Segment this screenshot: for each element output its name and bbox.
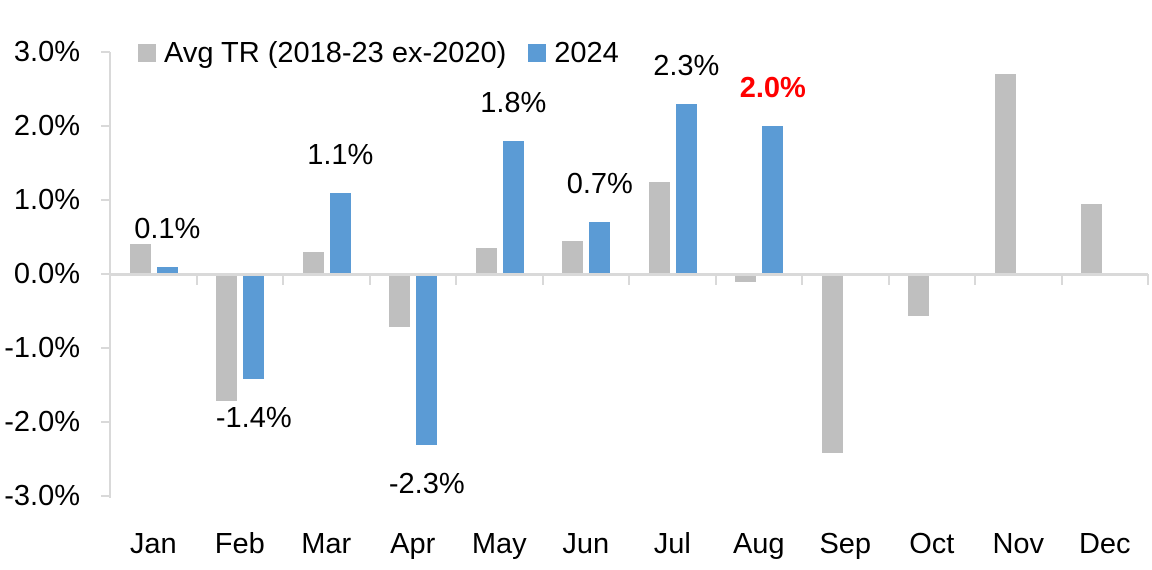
x-axis-label-oct: Oct [909,528,955,560]
bar-2024-jul [675,103,697,274]
bar-2024-jan [156,266,178,274]
bar-2024-mar [329,192,351,274]
y-axis-tick-label: -1.0% [4,332,80,364]
data-label-mar: 1.1% [307,138,374,171]
bar-2024-may [502,140,524,274]
bar-2024-jun [589,222,611,274]
x-axis-label-sep: Sep [819,528,872,560]
bar-avg-jul [648,181,670,274]
y-axis-tick [101,51,110,53]
x-axis-label-feb: Feb [214,528,265,560]
x-axis-label-jan: Jan [129,528,177,560]
y-axis-tick [101,125,110,127]
bar-avg-dec [1081,203,1103,274]
legend-swatch-avg-tr [138,44,156,62]
x-axis-label-jul: Jul [653,528,691,560]
x-axis-tick [1147,274,1149,285]
data-label-jan: 0.1% [134,212,201,245]
x-axis-label-may: May [471,528,527,560]
x-axis-tick [801,274,803,285]
bar-avg-apr [389,275,411,327]
legend: Avg TR (2018-23 ex-2020) 2024 [138,36,619,69]
y-axis-tick [101,273,110,275]
x-axis-tick [455,274,457,285]
y-axis-tick-label: 1.0% [13,184,80,216]
data-label-may: 1.8% [480,86,547,119]
data-label-apr: -2.3% [388,468,465,501]
y-axis-tick [101,347,110,349]
bar-2024-apr [416,275,438,446]
y-axis-tick-label: 0.0% [13,258,80,290]
bar-avg-oct [908,275,930,316]
y-axis-tick-label: 3.0% [13,36,80,68]
bar-avg-may [475,248,497,274]
x-axis-label-dec: Dec [1078,528,1131,560]
bar-avg-mar [302,251,324,274]
bar-2024-aug [762,126,784,274]
x-axis-tick [541,274,544,285]
bar-avg-nov [994,74,1016,274]
data-label-feb: -1.4% [215,401,292,434]
x-axis-tick [1060,274,1063,285]
x-axis-tick [195,274,198,285]
legend-swatch-2024 [528,44,547,62]
bar-2024-feb [243,275,265,379]
x-axis-tick [368,274,371,285]
y-axis-tick-label: -2.0% [4,406,80,438]
data-label-jul: 2.3% [653,49,720,82]
bar-avg-feb [216,275,238,401]
legend-label-avg-tr: Avg TR (2018-23 ex-2020) [164,36,507,69]
y-axis-tick-label: 2.0% [13,110,80,142]
bar-avg-sep [821,275,843,453]
x-axis-label-apr: Apr [390,528,436,560]
data-label-aug: 2.0% [739,72,806,104]
x-axis-tick [887,274,890,285]
legend-label-2024: 2024 [554,36,619,69]
bar-avg-jun [562,240,584,274]
y-axis-tick [101,495,110,497]
x-axis-tick [714,274,717,285]
x-axis-label-nov: Nov [992,528,1045,560]
y-axis-tick [101,421,110,423]
bar-avg-aug [735,275,757,283]
y-axis-tick [101,199,110,201]
bar-avg-jan [129,244,151,274]
x-axis-tick [282,274,284,285]
x-axis-tick [628,274,630,285]
x-axis-label-jun: Jun [562,528,610,560]
y-axis-tick-label: -3.0% [4,480,80,512]
x-axis-label-aug: Aug [732,528,785,560]
x-axis-tick [974,274,976,285]
data-label-jun: 0.7% [566,168,633,201]
x-axis-label-mar: Mar [301,528,352,560]
x-axis-tick [109,274,111,285]
